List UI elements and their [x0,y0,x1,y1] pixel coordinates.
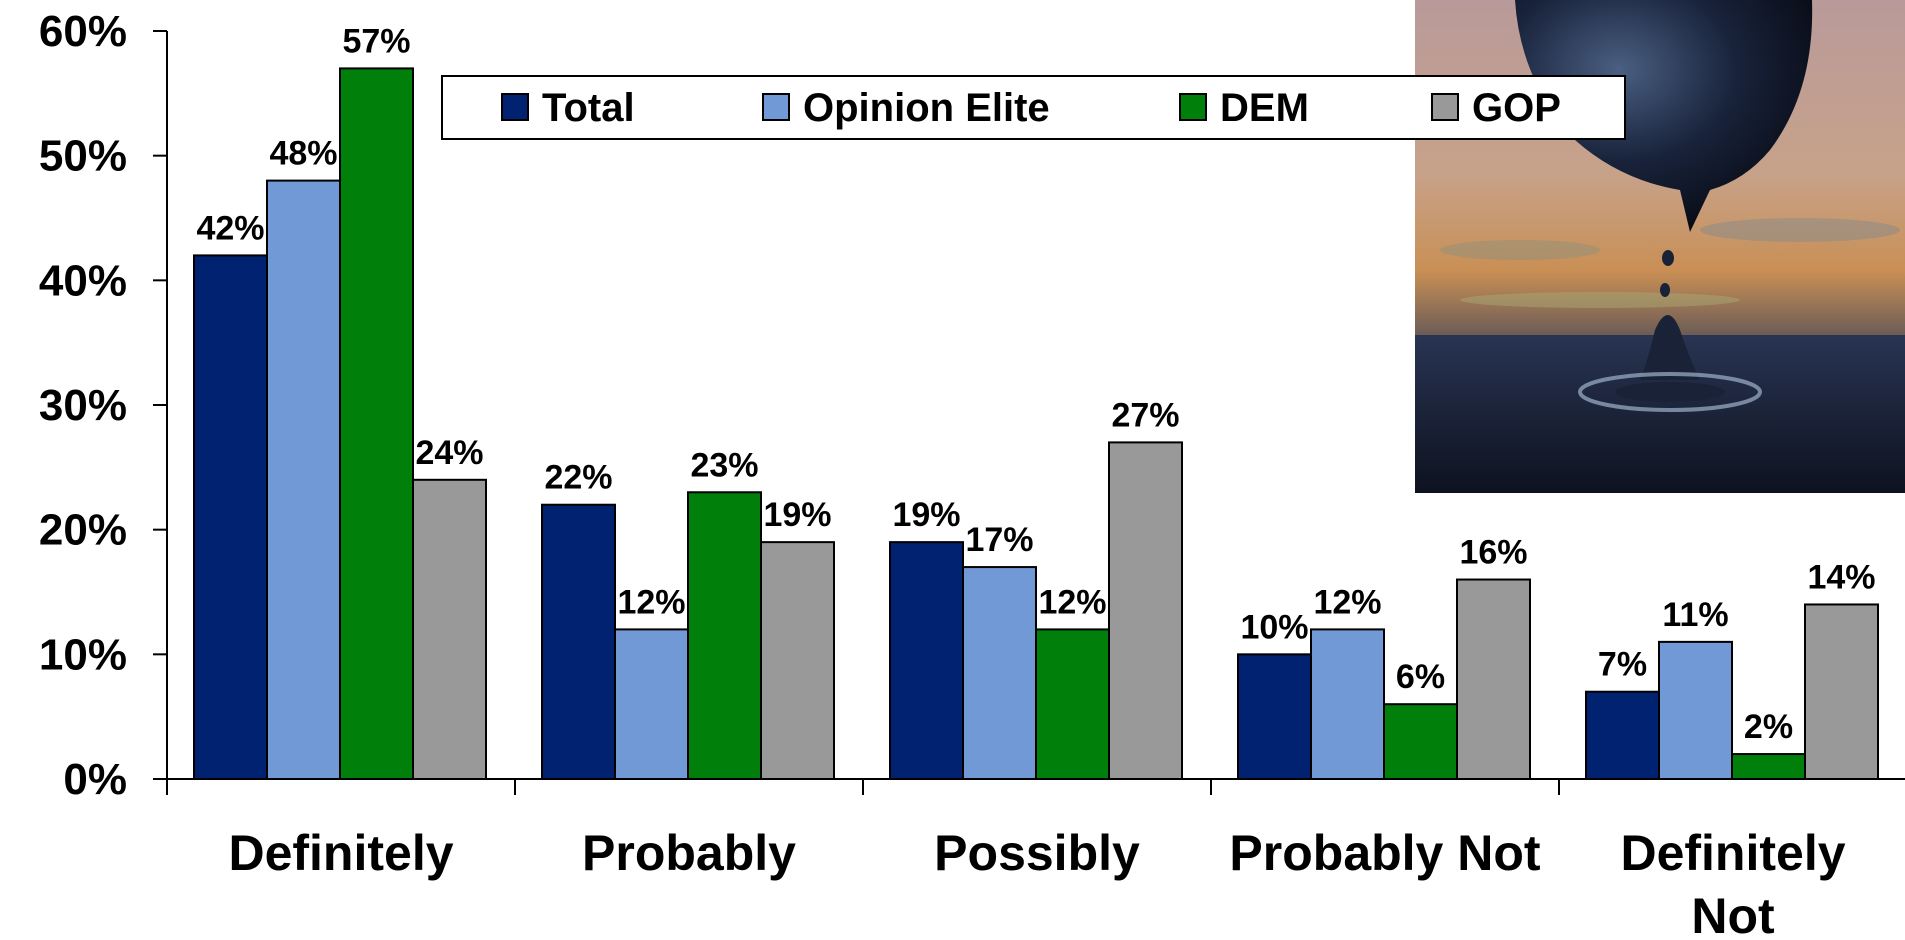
data-label: 19% [892,496,960,534]
category-label: Probably Not [1229,825,1540,881]
y-tick-label: 40% [39,256,127,305]
bar-opinion-elite [1658,640,1733,780]
data-label: 24% [415,434,483,472]
bar-opinion-elite [266,179,341,781]
legend-swatch [762,93,790,121]
bar-dem [687,491,762,780]
bar-gop [412,478,487,780]
bars [193,67,1879,781]
legend-label: Opinion Elite [803,86,1050,130]
bar-opinion-elite [1310,628,1385,781]
bar-dem [1383,703,1458,781]
y-tick-label: 30% [39,381,127,430]
data-label: 23% [690,446,758,484]
legend-label: Total [542,86,635,130]
bar-gop [1456,578,1531,780]
y-tick-label: 0% [63,755,127,804]
category-label: Possibly [934,825,1140,881]
data-label: 57% [342,22,410,60]
data-label: 14% [1807,558,1875,596]
bar-total [541,503,616,780]
legend-label: DEM [1220,86,1309,130]
data-label: 2% [1744,708,1793,746]
bar-gop [760,541,835,781]
data-label: 12% [617,583,685,621]
y-tick-label: 60% [39,7,127,56]
legend-label: GOP [1472,86,1561,130]
bar-dem [339,67,414,780]
category-label: Definitely [228,825,453,881]
data-labels: 42%48%57%24%22%12%23%19% 19%17%12%27%10%1… [196,22,1875,746]
bar-total [889,541,964,781]
bar-total [1585,690,1660,781]
data-label: 22% [544,459,612,497]
data-label: 19% [763,496,831,534]
legend-box [441,75,1626,140]
legend-swatch [1431,93,1459,121]
category-label: Probably [582,825,796,881]
data-label: 6% [1396,658,1445,696]
bar-total [193,254,268,780]
y-tick-label: 10% [39,630,127,679]
data-label: 7% [1598,646,1647,684]
bar-opinion-elite [962,566,1037,780]
category-labels: Definitely Probably Possibly Probably Not De… [228,825,1845,940]
data-label: 17% [965,521,1033,559]
category-label: Not [1691,888,1775,940]
bar-gop [1804,603,1879,781]
bar-dem [1731,753,1806,780]
oil-drop-globe-photo-icon [1415,0,1905,493]
data-label: 12% [1038,583,1106,621]
y-tick-label: 50% [39,132,127,181]
data-label: 11% [1662,596,1728,634]
data-label: 27% [1111,396,1179,434]
data-label: 16% [1459,534,1527,572]
legend-swatch [1179,93,1207,121]
bar-dem [1035,628,1110,781]
bar-opinion-elite [614,628,689,781]
y-tick-label: 20% [39,506,127,555]
data-label: 48% [269,135,337,173]
bar-gop [1108,441,1183,780]
data-label: 10% [1240,608,1308,646]
category-label: Definitely [1620,825,1845,881]
legend-swatch [501,93,529,121]
bar-total [1237,653,1312,780]
data-label: 42% [196,209,264,247]
data-label: 12% [1313,583,1381,621]
legend: Total Opinion Elite DEM GOP [441,75,1626,140]
